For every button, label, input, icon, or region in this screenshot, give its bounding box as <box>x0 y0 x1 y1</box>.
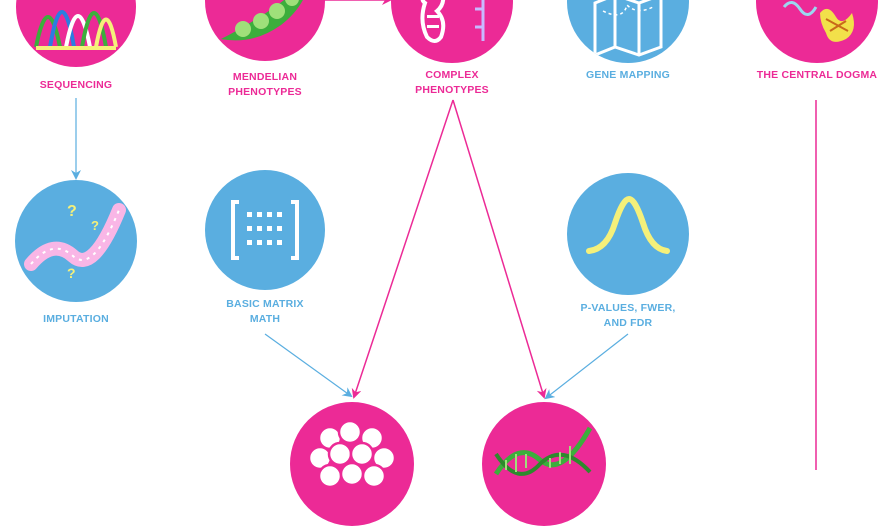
matrix-icon <box>231 200 299 260</box>
imputation-node[interactable]: ? ? ? <box>15 180 137 302</box>
chromosome-icon <box>420 0 485 43</box>
arrow-matrix-to-cells <box>264 333 353 398</box>
arrow-complex-to-cells <box>351 99 454 399</box>
imputation-label: IMPUTATION <box>43 313 109 325</box>
concept-map: SEQUENCING MENDELIAN PHENOTYPES COMPLEX … <box>15 0 878 526</box>
central-dogma-label: THE CENTRAL DOGMA <box>756 69 878 81</box>
map-icon <box>593 0 663 58</box>
matrix-label: BASIC MATRIX MATH <box>226 298 304 325</box>
bell-curve-icon <box>586 195 670 254</box>
svg-text:?: ? <box>91 218 99 233</box>
mendelian-node[interactable] <box>205 0 325 61</box>
pea-pod-icon <box>221 0 303 41</box>
dna-helix-icon <box>493 426 593 476</box>
connector-arrows <box>71 0 817 470</box>
arrow-pvalues-to-dna <box>544 333 629 400</box>
arrow-complex-to-dna <box>452 99 547 399</box>
pvalues-label: P-VALUES, FWER, AND FDR <box>580 302 676 329</box>
svg-text:?: ? <box>67 203 77 220</box>
svg-text:?: ? <box>67 265 76 281</box>
chromatogram-icon <box>34 10 118 50</box>
sequencing-label: SEQUENCING <box>39 79 113 91</box>
mendelian-label: MENDELIAN PHENOTYPES <box>228 71 302 98</box>
cells-node[interactable] <box>290 402 414 526</box>
complex-node[interactable] <box>391 0 513 63</box>
pvalues-node[interactable] <box>567 173 689 295</box>
matrix-node[interactable] <box>205 170 325 290</box>
protein-icon <box>782 1 854 42</box>
dna-node[interactable] <box>482 402 606 526</box>
gene-mapping-label: GENE MAPPING <box>585 69 671 81</box>
dna-question-icon: ? ? ? <box>24 203 126 281</box>
cell-cluster-icon <box>307 419 397 489</box>
complex-label: COMPLEX PHENOTYPES <box>415 69 489 96</box>
